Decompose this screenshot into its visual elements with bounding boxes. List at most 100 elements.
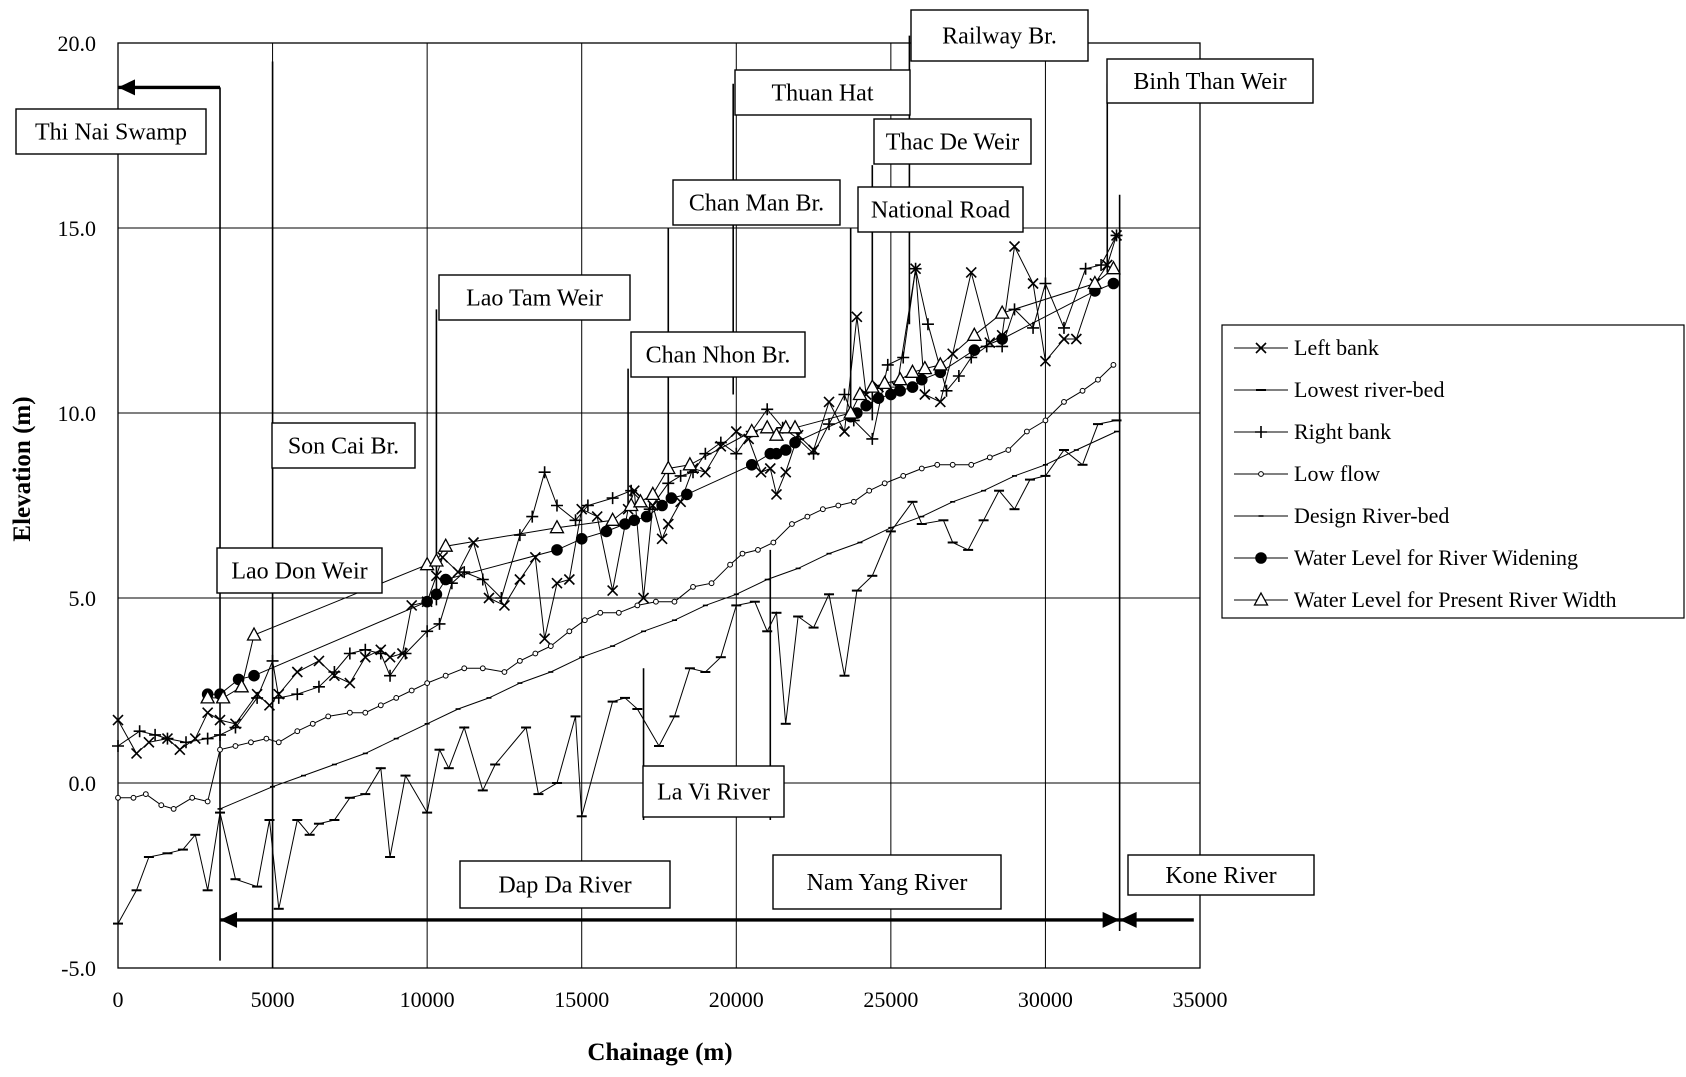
data-point-left-bank xyxy=(143,736,155,748)
data-point-low-flow xyxy=(547,643,554,649)
tick-labels: 0 5000 10000 15000 20000 25000 30000 35000 -5.0 0… xyxy=(58,31,1228,1012)
data-point-right-bank xyxy=(807,447,820,460)
legend-label: Design River-bed xyxy=(1294,503,1449,528)
arrowhead xyxy=(220,911,238,928)
annotation-box xyxy=(1106,58,1314,104)
series-low-flow xyxy=(115,362,1117,812)
data-point-water-level-for-river-widening xyxy=(640,510,653,523)
data-point-left-bank xyxy=(755,466,767,478)
data-point-low-flow xyxy=(597,609,604,616)
data-point-low-flow xyxy=(634,602,641,609)
data-point-right-bank xyxy=(866,432,879,445)
annotation-national-road: National Road xyxy=(857,186,1024,233)
annotation-son-cai-br: Son Cai Br. xyxy=(271,422,416,469)
data-point-left-bank xyxy=(1070,333,1082,345)
data-point-right-bank xyxy=(881,358,894,371)
data-point-water-level-for-river-widening xyxy=(779,444,792,456)
data-point-low-flow xyxy=(1023,428,1030,435)
annotation-text: Dap Da River xyxy=(498,873,631,899)
annotation-thac-de-weir: Thac De Weir xyxy=(873,118,1032,165)
data-point-water-level-for-present-river-width xyxy=(768,426,785,441)
data-point-water-level-for-present-river-width xyxy=(852,386,868,401)
data-point-low-flow xyxy=(325,713,332,720)
data-point-water-level-for-river-widening xyxy=(681,488,693,501)
series-water-level-for-river-widening xyxy=(201,277,1120,701)
annotation-text: Thuan Hat xyxy=(772,81,874,107)
data-point-water-level-for-present-river-width xyxy=(234,678,250,693)
data-point-low-flow xyxy=(708,580,715,587)
data-point-right-bank xyxy=(952,370,965,382)
data-point-right-bank xyxy=(495,592,508,604)
annotation-box xyxy=(1127,854,1315,896)
arrowhead xyxy=(118,79,135,96)
data-point-right-bank xyxy=(374,647,387,660)
annotation-box xyxy=(271,422,416,469)
data-point-left-bank xyxy=(539,633,551,645)
data-point-water-level-for-river-widening xyxy=(872,392,885,405)
annotation-text: Kone River xyxy=(1165,863,1276,889)
annotation-lao-don-weir: Lao Don Weir xyxy=(216,547,383,594)
data-point-low-flow xyxy=(986,454,993,461)
data-point-left-bank xyxy=(130,747,143,759)
data-point-right-bank xyxy=(538,466,551,479)
data-point-left-bank xyxy=(112,714,124,726)
data-point-water-level-for-present-river-width xyxy=(917,360,933,375)
annotation-box xyxy=(857,186,1024,233)
data-point-low-flow xyxy=(204,798,211,805)
data-point-water-level-for-present-river-width xyxy=(605,511,621,526)
data-point-water-level-for-river-widening xyxy=(906,381,919,393)
data-point-left-bank xyxy=(934,396,946,408)
data-point-right-bank xyxy=(909,262,922,275)
data-point-right-bank xyxy=(714,436,727,449)
data-point-left-bank xyxy=(699,466,711,478)
annotation-labels: Thi Nai Swamp Lao Don Weir Son Cai Br. Lao … xyxy=(15,9,1315,910)
data-point-water-level-for-present-river-width xyxy=(215,689,231,704)
data-point-water-level-for-present-river-width xyxy=(1087,275,1103,290)
data-point-left-bank xyxy=(1008,240,1021,253)
series-water-level-for-present-river-width xyxy=(200,260,1122,704)
y-tick-label: 20.0 xyxy=(58,31,97,56)
data-point-right-bank xyxy=(266,654,279,667)
data-point-low-flow xyxy=(1110,362,1117,368)
data-point-water-level-for-present-river-width xyxy=(932,356,948,371)
data-point-water-level-for-present-river-width xyxy=(787,419,803,434)
data-point-water-level-for-river-widening xyxy=(575,533,588,545)
data-point-right-bank xyxy=(399,647,412,660)
data-point-left-bank xyxy=(1058,333,1070,345)
annotation-text: Lao Don Weir xyxy=(231,559,367,585)
data-point-left-bank xyxy=(764,462,776,475)
data-point-low-flow xyxy=(789,521,795,527)
data-point-low-flow xyxy=(263,735,270,742)
data-point-right-bank xyxy=(112,740,124,752)
data-point-low-flow xyxy=(309,720,316,727)
legend-swatch-marker xyxy=(1255,342,1267,354)
annotation-text: Thac De Weir xyxy=(886,130,1020,156)
y-tick-label: 15.0 xyxy=(58,216,97,241)
data-point-left-bank xyxy=(838,425,851,438)
data-point-low-flow xyxy=(1061,399,1067,405)
data-point-water-level-for-river-widening xyxy=(600,525,613,538)
data-point-right-bank xyxy=(359,643,372,656)
legend-label: Low flow xyxy=(1294,461,1380,486)
data-point-low-flow xyxy=(532,650,539,657)
data-point-low-flow xyxy=(850,498,857,505)
data-point-left-bank xyxy=(483,592,495,604)
data-point-right-bank xyxy=(343,647,356,660)
data-point-low-flow xyxy=(1042,417,1049,424)
data-point-right-bank xyxy=(161,732,174,745)
data-point-left-bank xyxy=(514,573,526,586)
data-point-water-level-for-river-widening xyxy=(665,492,678,504)
data-point-water-level-for-river-widening xyxy=(248,669,260,682)
data-point-right-bank xyxy=(149,728,162,741)
x-tick-label: 20000 xyxy=(709,987,764,1012)
legend: Left bank Lowest river-bed Right bank Low f… xyxy=(1221,324,1685,619)
annotation-text: Lao Tam Weir xyxy=(466,286,603,312)
data-point-right-bank xyxy=(550,499,563,512)
data-point-right-bank xyxy=(291,688,304,701)
data-point-low-flow xyxy=(968,461,975,468)
data-point-left-bank xyxy=(851,311,863,323)
data-point-low-flow xyxy=(232,743,239,749)
data-point-water-level-for-present-river-width xyxy=(759,419,775,434)
data-point-water-level-for-present-river-width xyxy=(200,689,216,704)
data-point-low-flow xyxy=(442,672,449,679)
